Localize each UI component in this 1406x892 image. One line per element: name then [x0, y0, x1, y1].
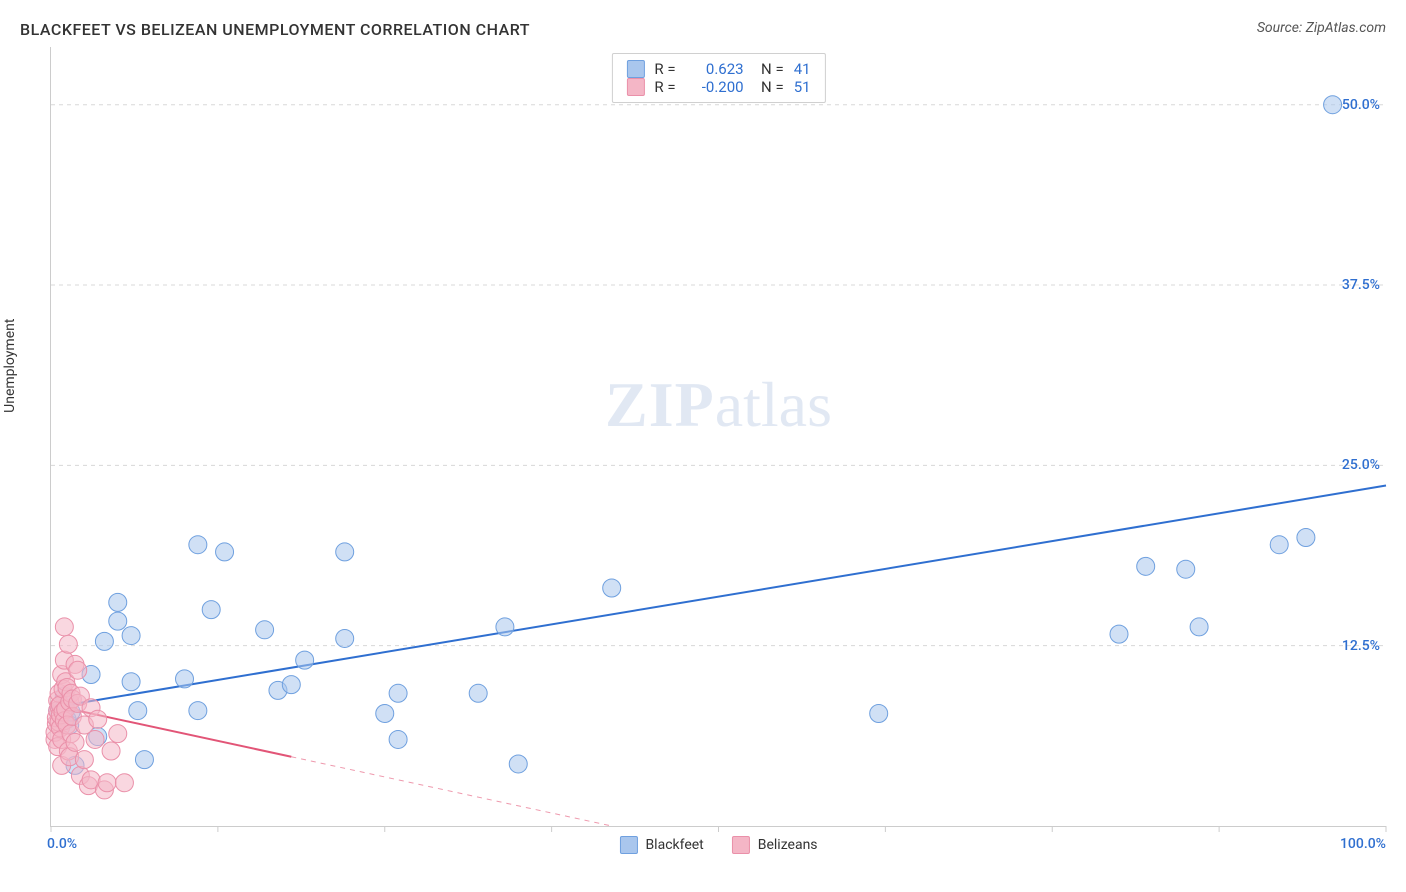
legend-item: Blackfeet	[619, 836, 703, 854]
legend-label: Blackfeet	[645, 837, 703, 853]
plot-wrap: Unemployment ZIPatlas R =0.623 N =41R =-…	[20, 47, 1386, 857]
legend-row: R = 0.623 N = 41	[626, 60, 810, 78]
y-tick-label: 37.5%	[1342, 277, 1380, 293]
n-label: N =	[754, 60, 784, 78]
x-axis-max-label: 100.0%	[1340, 836, 1386, 852]
x-axis-min-label: 0.0%	[47, 836, 77, 852]
n-value: 41	[794, 60, 811, 78]
r-value: -0.200	[686, 78, 744, 96]
n-label: N =	[754, 78, 784, 96]
y-axis-label: Unemployment	[2, 319, 18, 413]
source-attribution: Source: ZipAtlas.com	[1257, 20, 1386, 36]
correlation-legend: R = 0.623 N = 41 R = -0.200 N = 51	[611, 53, 825, 103]
y-tick-label: 50.0%	[1342, 97, 1380, 113]
y-tick-label: 25.0%	[1342, 457, 1380, 473]
correlation-chart: BLACKFEET VS BELIZEAN UNEMPLOYMENT CORRE…	[20, 20, 1386, 872]
n-value: 51	[794, 78, 811, 96]
chart-title: BLACKFEET VS BELIZEAN UNEMPLOYMENT CORRE…	[20, 20, 530, 39]
r-label: R =	[654, 60, 675, 78]
plot-svg	[51, 47, 1386, 826]
header: BLACKFEET VS BELIZEAN UNEMPLOYMENT CORRE…	[20, 20, 1386, 39]
plot-area: ZIPatlas R =0.623 N =41R =-0.200 N =51 B…	[50, 47, 1386, 827]
series-legend: Blackfeet Belizeans	[619, 836, 817, 854]
legend-row: R = -0.200 N = 51	[626, 78, 810, 96]
legend-label: Belizeans	[758, 837, 818, 853]
legend-item: Belizeans	[732, 836, 818, 854]
swatch-icon	[626, 78, 644, 96]
y-tick-label: 12.5%	[1342, 638, 1380, 654]
r-value: 0.623	[686, 60, 744, 78]
swatch-icon	[732, 836, 750, 854]
swatch-icon	[619, 836, 637, 854]
swatch-icon	[626, 60, 644, 78]
r-label: R =	[654, 78, 675, 96]
